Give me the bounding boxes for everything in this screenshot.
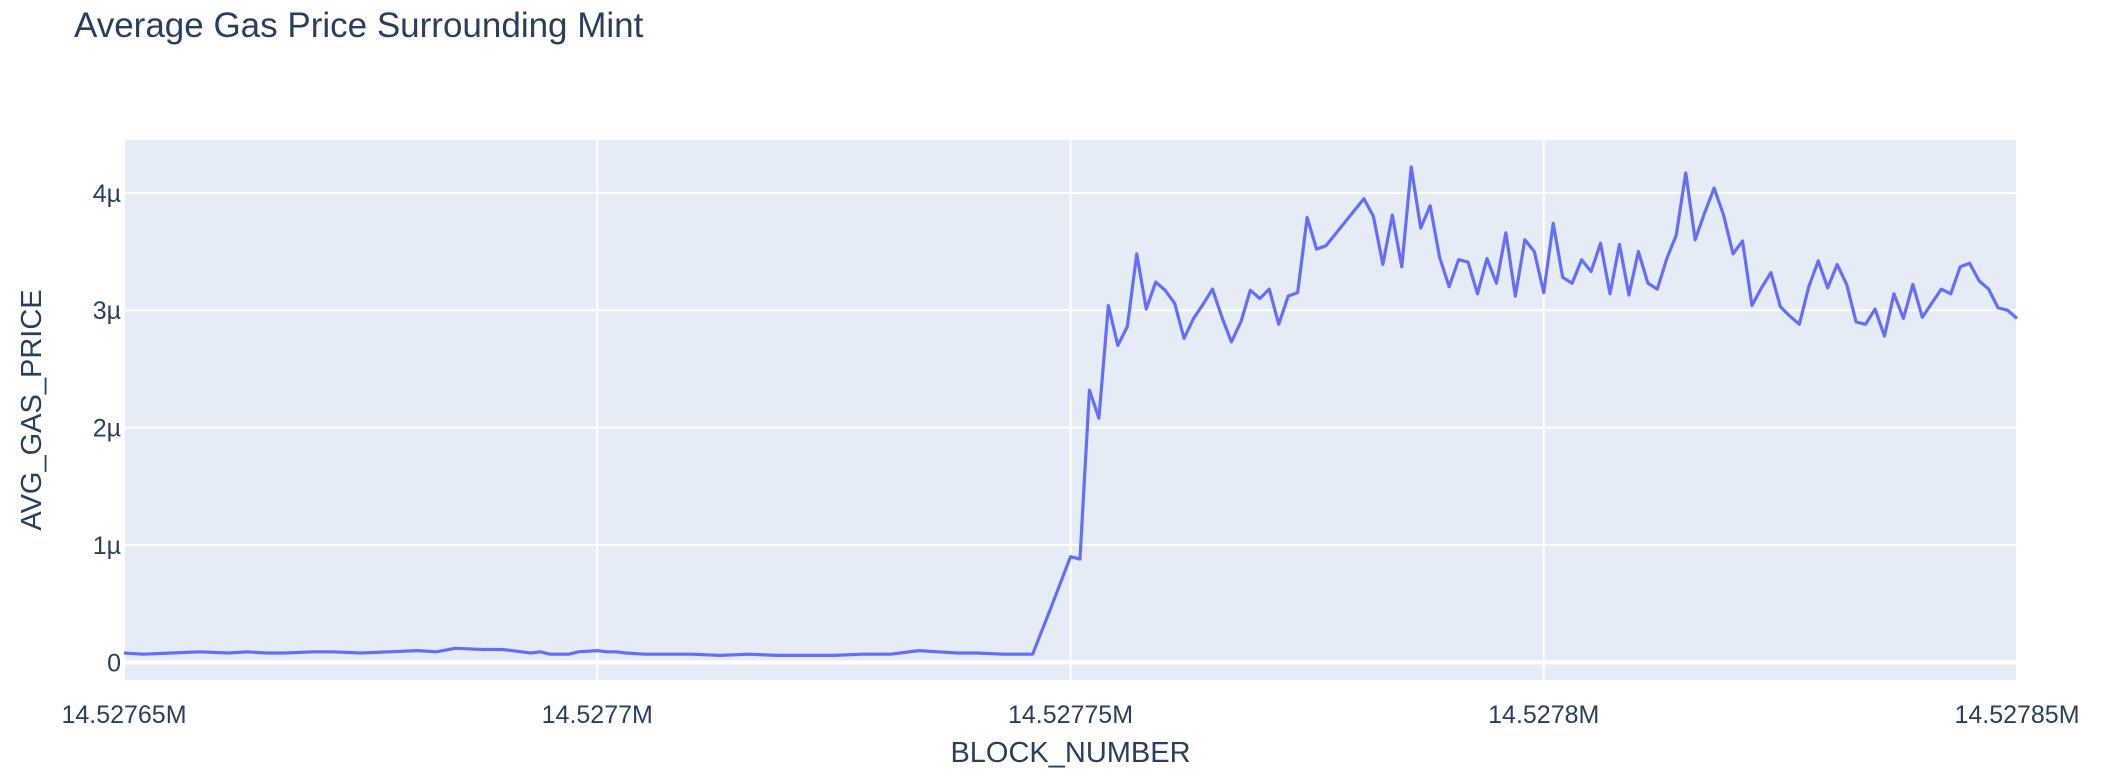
chart-title: Average Gas Price Surrounding Mint	[74, 6, 644, 45]
series-layer	[123, 165, 2019, 657]
y-tick-label: 1µ	[93, 532, 121, 560]
y-tick-label: 0	[107, 649, 121, 677]
gridlines	[123, 140, 2018, 680]
x-tick-label: 14.52765M	[61, 701, 186, 729]
y-tick-label: 2µ	[93, 415, 121, 443]
y-tick-label: 4µ	[93, 180, 121, 208]
x-tick-label: 14.52775M	[1008, 701, 1133, 729]
series-line	[123, 165, 2019, 657]
x-axis-ticks: 14.52765M 14.5277M 14.52775M 14.5278M 14.527…	[61, 701, 2079, 729]
y-tick-label: 3µ	[93, 297, 121, 325]
x-tick-label: 14.5278M	[1488, 701, 1599, 729]
y-axis-title: AVG_GAS_PRICE	[16, 289, 48, 530]
x-tick-label: 14.5277M	[542, 701, 653, 729]
x-axis-title: BLOCK_NUMBER	[950, 737, 1190, 769]
y-axis-ticks: 0 1µ 2µ 3µ 4µ	[93, 180, 121, 678]
x-tick-label: 14.52785M	[1954, 701, 2079, 729]
